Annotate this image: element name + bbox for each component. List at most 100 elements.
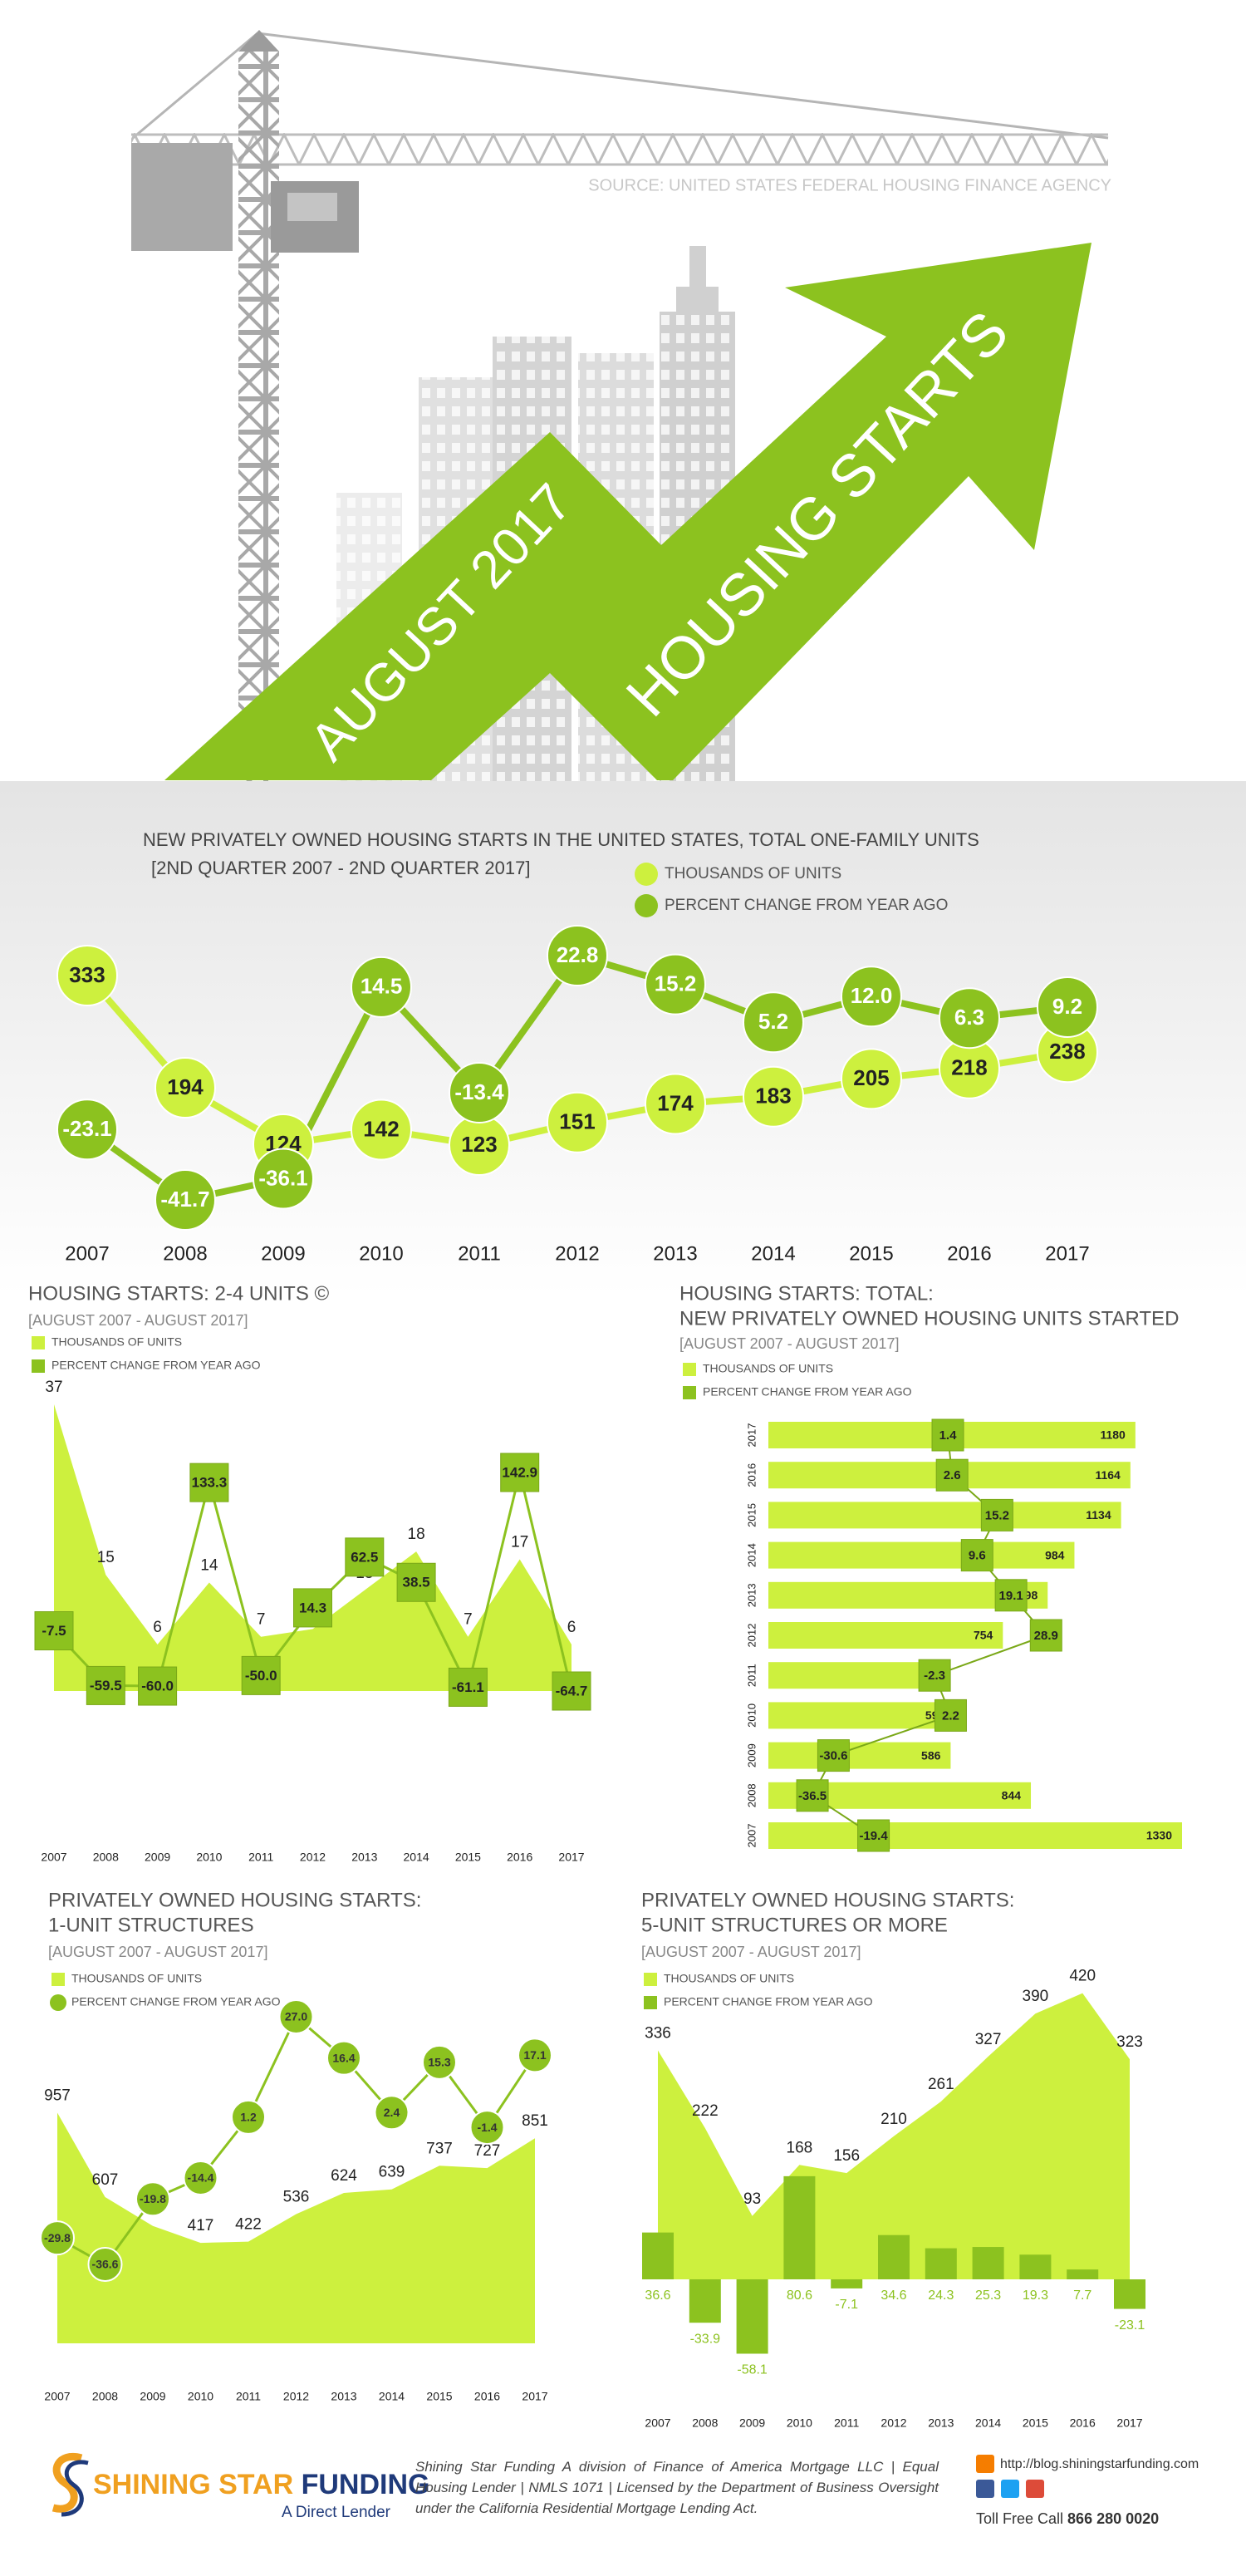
value-label: 261: [928, 2076, 954, 2093]
chart-title: 1-UNIT STRUCTURES: [48, 1914, 254, 1936]
value-label: 6.3: [954, 1005, 984, 1030]
value-label: -19.8: [140, 2192, 166, 2205]
marker: [449, 1062, 510, 1124]
chart-title: PRIVATELY OWNED HOUSING STARTS:: [48, 1889, 421, 1911]
value-label: 754: [974, 1629, 993, 1642]
legend-swatch: [32, 1359, 45, 1373]
marker: [500, 1453, 540, 1492]
value-label: 333: [69, 962, 105, 987]
value-label: 22.8: [557, 942, 599, 967]
marker: [994, 1579, 1028, 1612]
value-label: 737: [426, 2140, 453, 2157]
value-label: 183: [755, 1084, 791, 1109]
marker: [547, 1091, 608, 1153]
value-label: 156: [833, 2147, 860, 2165]
value-label: 12.0: [851, 983, 893, 1008]
value-label: 1134: [1086, 1508, 1111, 1522]
value-label: 142.9: [502, 1464, 537, 1480]
marker: [645, 1073, 706, 1135]
value-label: -1.4: [477, 2121, 497, 2134]
marker: [935, 1458, 969, 1492]
value-label: 16.4: [332, 2051, 355, 2064]
crane: [131, 30, 1109, 781]
value-label: 168: [787, 2139, 813, 2156]
x-tick-label: 2015: [426, 2390, 452, 2403]
value-label: 15.3: [428, 2056, 450, 2069]
value-label: 6: [153, 1619, 162, 1636]
value-label: 15.2: [985, 1508, 1009, 1522]
value-label: 5.2: [758, 1009, 788, 1034]
area: [54, 1404, 571, 1691]
tagline: A Direct Lender: [282, 2504, 391, 2521]
value-label: 984: [1045, 1548, 1065, 1561]
value-label: 7: [257, 1611, 266, 1629]
bar: [768, 1502, 1121, 1529]
bar: [1067, 2269, 1099, 2279]
value-label: 417: [188, 2217, 214, 2234]
marker: [293, 1588, 332, 1628]
source-note: SOURCE: UNITED STATES FEDERAL HOUSING FI…: [588, 176, 1111, 194]
marker: [743, 991, 804, 1054]
marker: [86, 1665, 125, 1705]
x-tick-label: 2012: [300, 1851, 326, 1864]
y-tick-label: 2013: [745, 1583, 758, 1607]
value-label: 624: [331, 2167, 357, 2185]
marker: [155, 1057, 216, 1119]
value-label: 28.9: [1034, 1629, 1058, 1643]
bar: [1114, 2279, 1145, 2309]
x-tick-label: 2013: [653, 1242, 697, 1265]
value-label: -14.4: [188, 2171, 214, 2185]
marker: [448, 1667, 488, 1707]
marker: [87, 2247, 123, 2282]
value-label: -60.0: [141, 1679, 174, 1694]
marker: [241, 1655, 281, 1695]
value-label: 1330: [1146, 1829, 1172, 1842]
y-tick-label: 2014: [745, 1543, 758, 1567]
x-tick-label: 2016: [507, 1851, 532, 1864]
marker: [278, 1999, 314, 2034]
google-icon[interactable]: [1026, 2480, 1044, 2498]
phone-number: 866 280 0020: [1067, 2510, 1159, 2527]
value-label: -36.5: [798, 1789, 827, 1803]
value-label: 14.3: [299, 1600, 326, 1615]
value-label: 6: [567, 1619, 576, 1636]
value-label: 38.5: [403, 1575, 430, 1590]
x-tick-label: 2009: [739, 2416, 765, 2430]
x-tick-label: 2011: [248, 1851, 273, 1864]
x-tick-label: 2008: [92, 2390, 118, 2403]
x-tick-label: 2014: [975, 2416, 1001, 2430]
value-label: 2.6: [944, 1468, 961, 1482]
value-label: 536: [283, 2189, 310, 2206]
value-label: -59.5: [90, 1678, 122, 1694]
legend-swatch: [683, 1386, 696, 1399]
facebook-icon[interactable]: [976, 2480, 994, 2498]
legend-swatch: [50, 1994, 66, 2011]
logo-icon: [52, 2453, 89, 2517]
marker: [960, 1539, 993, 1572]
marker: [40, 2220, 75, 2256]
marker: [918, 1659, 951, 1692]
brand-part: SHINING STAR: [93, 2469, 293, 2500]
value-label: 25.3: [975, 2288, 1001, 2303]
value-label: 844: [1002, 1789, 1022, 1802]
marker: [56, 1099, 118, 1161]
twitter-icon[interactable]: [1001, 2480, 1019, 2498]
value-label: 80.6: [787, 2288, 812, 2303]
marker: [841, 966, 902, 1028]
value-label: -23.1: [1115, 2318, 1145, 2333]
bar: [768, 1822, 1182, 1849]
legend-swatch: [683, 1363, 696, 1376]
bar: [736, 2279, 768, 2354]
value-label: 19.1: [999, 1589, 1023, 1603]
value-label: 9.2: [1052, 994, 1082, 1019]
x-tick-label: 2015: [849, 1242, 893, 1265]
x-tick-label: 2016: [1070, 2416, 1096, 2430]
x-tick-label: 2013: [928, 2416, 954, 2430]
marker: [396, 1562, 436, 1602]
blog-link[interactable]: http://blog.shiningstarfunding.com: [1000, 2457, 1199, 2471]
x-tick-label: 2008: [93, 1851, 119, 1864]
marker: [518, 2038, 552, 2073]
bar: [689, 2279, 721, 2323]
chart-subtitle: [AUGUST 2007 - AUGUST 2017]: [48, 1944, 267, 1960]
